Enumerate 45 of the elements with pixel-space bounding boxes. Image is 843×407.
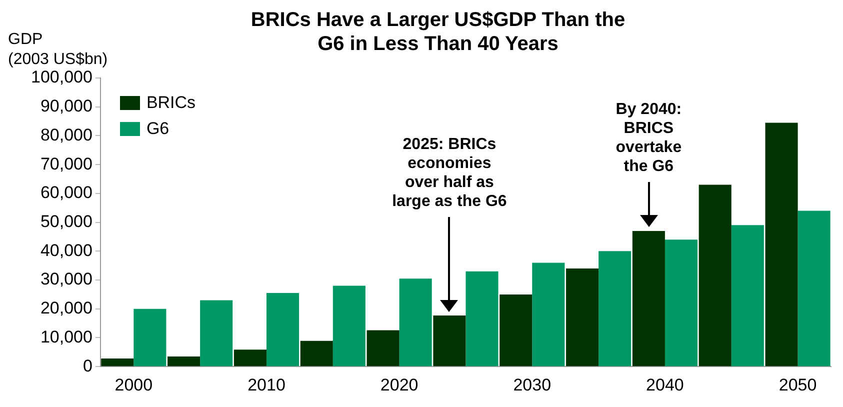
bar <box>664 240 698 366</box>
bar <box>101 358 134 366</box>
legend-label: G6 <box>146 119 170 139</box>
bar <box>798 210 830 366</box>
bar <box>598 251 632 366</box>
bar <box>731 225 764 366</box>
y-tick-label: 10,000 <box>40 327 92 346</box>
y-tick-label: 40,000 <box>40 240 92 260</box>
x-tick-label: 2020 <box>380 375 418 394</box>
y-tick-label: 90,000 <box>40 96 92 116</box>
annotation: 2025: BRICs economies over half as large as the G6 <box>391 134 508 211</box>
bar <box>200 300 233 366</box>
bar <box>632 230 665 366</box>
legend-label: BRICs <box>146 93 196 113</box>
x-tick-label: 2000 <box>114 375 153 394</box>
y-tick-label: 60,000 <box>40 183 92 202</box>
bar <box>466 271 498 366</box>
bar <box>366 330 400 366</box>
bar <box>566 268 599 366</box>
y-tick-label: 100,000 <box>31 68 92 87</box>
y-tick-label: 70,000 <box>40 154 92 174</box>
x-tick-label: 2030 <box>513 375 552 394</box>
bar <box>765 122 798 366</box>
bar <box>399 278 432 366</box>
bar <box>532 262 565 366</box>
bar <box>168 356 200 366</box>
y-tick-label: 50,000 <box>40 212 92 231</box>
x-tick-label: 2040 <box>646 375 684 394</box>
x-tick-label: 2010 <box>248 375 286 394</box>
bar <box>433 316 466 366</box>
y-tick-label: 20,000 <box>40 298 92 318</box>
x-tick-label: 2050 <box>778 375 817 394</box>
bar <box>698 184 732 366</box>
bar <box>332 286 366 366</box>
chart-title: BRICs Have a Larger US$GDP Than the G6 in Less Than 40 Years <box>250 8 626 56</box>
y-tick-label: 0 <box>82 356 92 376</box>
annotation: By 2040: BRICS overtake the G6 <box>614 100 683 176</box>
bar <box>500 294 532 366</box>
bar <box>234 350 266 366</box>
bar <box>266 293 300 366</box>
y-tick-label: 30,000 <box>40 270 92 289</box>
y-axis-title: GDP (2003 US$bn) <box>8 30 108 70</box>
bar <box>300 340 333 366</box>
y-tick-label: 80,000 <box>40 125 92 144</box>
bar <box>134 308 166 366</box>
